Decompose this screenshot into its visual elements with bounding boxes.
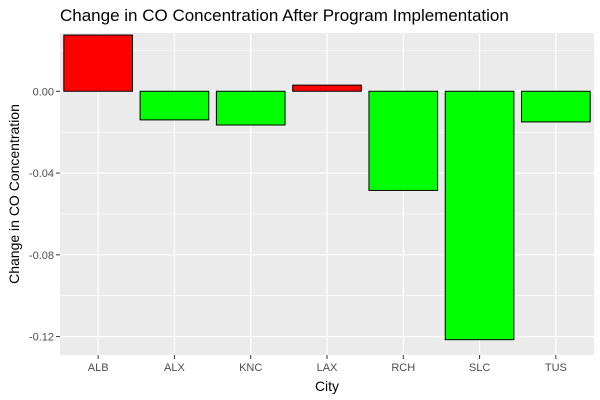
y-tick-label: -0.04 bbox=[29, 168, 54, 180]
bars bbox=[63, 34, 591, 341]
x-tick-label: RCH bbox=[391, 362, 415, 374]
x-tick-label: SLC bbox=[469, 362, 490, 374]
x-tick-label: KNC bbox=[239, 362, 262, 374]
bar-slc bbox=[444, 90, 515, 341]
y-axis-title: Change in CO Concentration bbox=[6, 104, 22, 284]
bar-lax bbox=[292, 84, 362, 92]
x-tick-label: TUS bbox=[545, 362, 567, 374]
x-tick-label: LAX bbox=[317, 362, 338, 374]
bar-alx bbox=[139, 90, 210, 121]
x-tick-label: ALX bbox=[164, 362, 185, 374]
bar-tus bbox=[521, 90, 591, 123]
x-axis-title: City bbox=[315, 378, 339, 394]
x-tick-label: ALB bbox=[88, 362, 109, 374]
y-tick-label: 0.00 bbox=[33, 86, 54, 98]
bar-rch bbox=[368, 90, 439, 191]
x-axis-ticks: ALB ALX KNC LAX RCH SLC TUS bbox=[88, 355, 567, 374]
chart-title: Change in CO Concentration After Program… bbox=[60, 6, 509, 25]
bar-knc bbox=[215, 90, 286, 126]
y-axis-ticks: 0.00 -0.04 -0.08 -0.12 bbox=[29, 86, 60, 344]
y-tick-label: -0.12 bbox=[29, 332, 54, 344]
bar-alb bbox=[63, 34, 133, 92]
y-tick-label: -0.08 bbox=[29, 250, 54, 262]
